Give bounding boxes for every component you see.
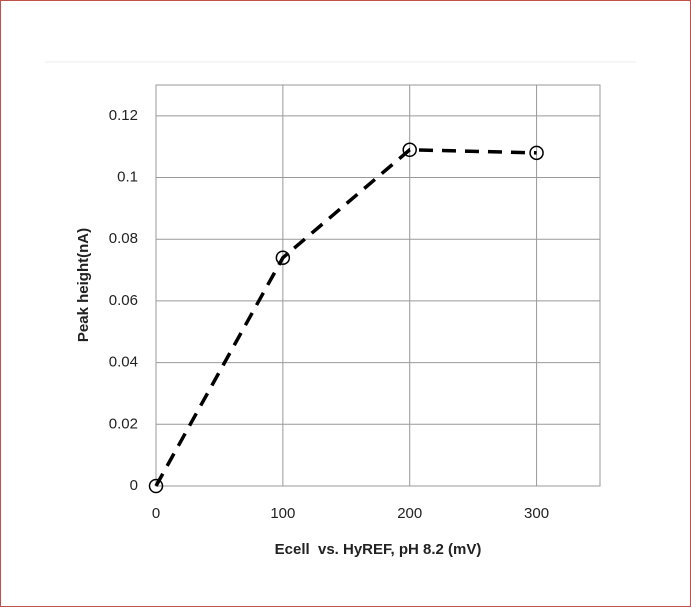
y-axis-title: Peak height(nA) bbox=[75, 228, 92, 342]
data-point bbox=[529, 145, 544, 161]
y-tick-label: 0 bbox=[130, 477, 138, 494]
y-tick-label: 0.04 bbox=[109, 354, 138, 371]
y-tick-label: 0.1 bbox=[117, 169, 138, 186]
x-tick-label: 300 bbox=[524, 505, 549, 522]
data-point bbox=[275, 250, 291, 265]
y-tick-label: 0.12 bbox=[109, 107, 138, 124]
y-tick-label: 0.06 bbox=[109, 292, 138, 309]
y-tick-label: 0.08 bbox=[109, 230, 138, 247]
x-axis-title: Ecell vs. HyREF, pH 8.2 (mV) bbox=[275, 541, 482, 558]
x-tick-label: 100 bbox=[270, 505, 295, 522]
y-tick-label: 0.02 bbox=[109, 415, 138, 432]
x-tick-label: 0 bbox=[152, 505, 160, 522]
data-line bbox=[154, 148, 537, 487]
data-point bbox=[148, 478, 164, 494]
x-tick-label: 200 bbox=[397, 505, 422, 522]
data-point bbox=[402, 142, 417, 158]
